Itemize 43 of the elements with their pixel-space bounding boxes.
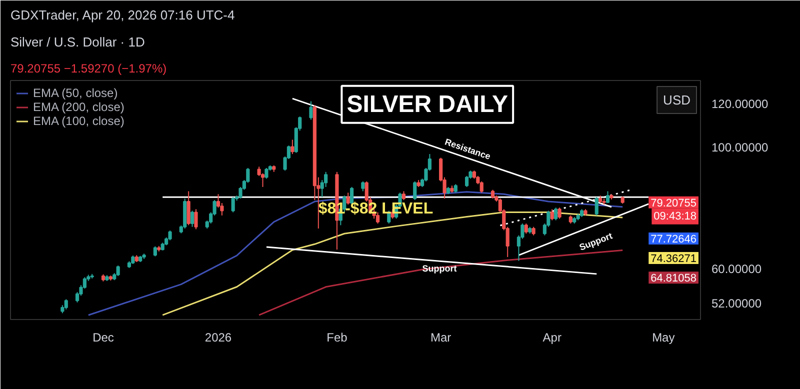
chart-subtitle: 79.20755 −1.59270 (−1.97%) [10, 62, 167, 76]
annotation: USD [663, 92, 691, 108]
annotation: 74.36271 [650, 253, 697, 266]
candlestick [550, 208, 554, 221]
annotation: 79.20755 [650, 197, 697, 210]
annotation: 64.81058 [650, 272, 697, 285]
line-series [88, 191, 624, 316]
x-tick-label: May [652, 330, 675, 344]
annotation: SILVER DAILY [346, 90, 508, 118]
candlestick [153, 246, 157, 257]
candlestick [190, 210, 194, 228]
y-tick-label: 52.00000 [712, 296, 762, 310]
x-tick-label: Dec [92, 330, 114, 344]
candlestick [554, 207, 558, 221]
candlestick [361, 180, 365, 192]
x-tick-label: Apr [542, 330, 562, 344]
candlestick [231, 196, 235, 213]
legend-label: EMA (100, close) [33, 114, 124, 128]
annotation: 77.72646 [650, 233, 697, 246]
y-tick-label: 120.00000 [712, 96, 769, 111]
candlestick [290, 139, 294, 155]
candlestick [309, 100, 313, 120]
candlestick [524, 223, 528, 234]
line-series [258, 250, 624, 316]
candlestick [168, 230, 172, 241]
legend-label: EMA (50, close) [33, 86, 118, 100]
candlestick [558, 207, 562, 220]
candlestick [194, 208, 198, 230]
annotation: 09:43:18 [654, 210, 697, 222]
x-tick-label: Feb [326, 330, 348, 344]
candlestick [594, 196, 598, 216]
x-tick-label: Mar [430, 330, 452, 344]
y-tick-label: 60.00000 [712, 262, 762, 276]
chart-title: Silver / U.S. Dollar · 1D [10, 34, 145, 50]
candlestick [116, 265, 120, 276]
x-tick-label: 2026 [204, 330, 232, 344]
candlestick [264, 167, 268, 180]
legend-label: EMA (200, close) [33, 100, 124, 114]
candlestick [64, 298, 68, 310]
candlestick [413, 180, 417, 201]
candlestick [186, 190, 190, 226]
text: GDXTrader, Apr 20, 2026 07:16 UTC-4 [10, 8, 235, 22]
y-tick-label: 100.00000 [712, 140, 769, 154]
